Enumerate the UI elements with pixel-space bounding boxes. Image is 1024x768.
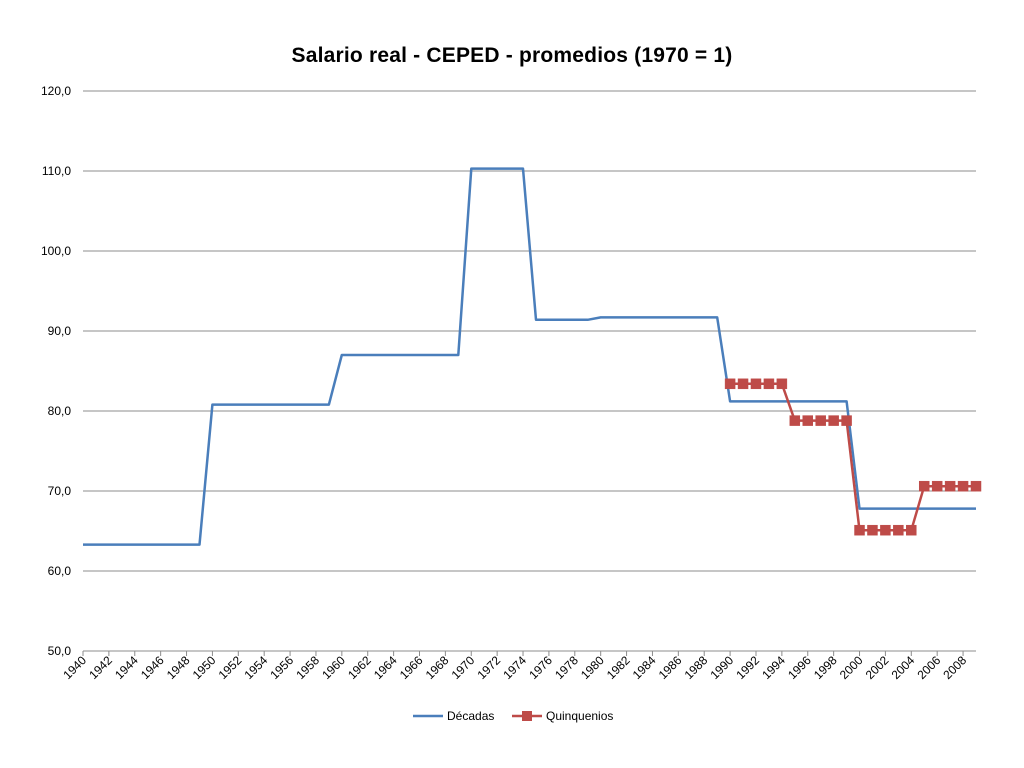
data-point-1 (931, 480, 943, 492)
x-tick-label: 1982 (604, 653, 633, 682)
x-tick-label: 1992 (733, 653, 762, 682)
legend-label-1: Quinquenios (546, 709, 613, 723)
x-tick-label: 1970 (449, 653, 478, 682)
gridlines (83, 90, 976, 652)
x-tick-label: 1962 (345, 653, 374, 682)
x-tick-label: 2002 (863, 653, 892, 682)
x-tick-label: 1996 (785, 653, 814, 682)
series-line-0 (83, 167, 976, 546)
x-tick-label: 1966 (397, 653, 426, 682)
x-tick-label: 1946 (138, 653, 167, 682)
y-tick-label: 100,0 (41, 244, 71, 258)
x-tick-label: 1984 (630, 653, 659, 682)
data-point-1 (880, 524, 891, 536)
data-point-1 (815, 415, 826, 426)
legend-label-0: Décadas (447, 709, 494, 723)
x-tick-label: 1954 (242, 653, 271, 682)
data-point-1 (854, 524, 865, 536)
x-tick-label: 1956 (267, 653, 296, 682)
x-tick-label: 1950 (190, 653, 219, 682)
x-tick-label: 2004 (889, 653, 918, 682)
x-tick-label: 2006 (915, 653, 944, 682)
x-tick-label: 1978 (552, 653, 581, 682)
y-tick-label: 110,0 (42, 164, 71, 178)
data-point-1 (918, 480, 930, 492)
data-point-1 (750, 378, 762, 390)
data-point-1 (893, 524, 904, 536)
x-tick-label: 1964 (371, 653, 400, 682)
data-point-1 (737, 378, 749, 390)
series-lines (83, 167, 982, 546)
data-point-1 (763, 378, 775, 390)
x-tick-label: 1994 (759, 653, 788, 682)
x-tick-label: 1958 (293, 653, 322, 682)
data-point-1 (841, 415, 852, 426)
x-tick-label: 1990 (707, 653, 736, 682)
y-tick-label: 70,0 (48, 484, 72, 498)
x-tick-label: 1986 (656, 653, 685, 682)
x-tick-label: 1968 (423, 653, 452, 682)
x-tick-label: 1988 (682, 653, 711, 682)
x-tick-label: 1980 (578, 653, 607, 682)
data-point-1 (724, 378, 736, 390)
data-point-1 (867, 524, 878, 536)
y-tick-label: 90,0 (48, 324, 72, 338)
x-tick-label: 1998 (811, 653, 840, 682)
y-tick-label: 60,0 (48, 564, 72, 578)
x-tick-label: 1976 (526, 653, 555, 682)
data-point-1 (970, 480, 982, 492)
data-point-1 (802, 415, 814, 426)
y-tick-label: 50,0 (48, 644, 72, 658)
x-tick-label: 1974 (500, 653, 529, 682)
x-tick-label: 2008 (940, 653, 969, 682)
data-point-1 (957, 480, 969, 492)
x-tick-label: 1948 (164, 653, 193, 682)
chart-title: Salario real - CEPED - promedios (1970 =… (291, 44, 733, 67)
data-point-1 (776, 378, 788, 390)
x-tick-label: 1942 (86, 653, 115, 682)
y-axis-ticks: 50,0 60,0 70,0 80,0 90,0 100,0 110,0 120,0 (41, 84, 71, 658)
x-axis-ticks: 1940194219441946194819501952195419561958… (60, 651, 969, 682)
x-tick-label: 2000 (837, 653, 866, 682)
data-point-1 (906, 524, 917, 536)
data-point-1 (828, 415, 839, 426)
y-tick-label: 120,0 (41, 84, 71, 98)
data-point-1 (944, 480, 956, 492)
x-tick-label: 1944 (112, 653, 141, 682)
x-tick-label: 1960 (319, 653, 348, 682)
legend: Décadas Quinquenios (413, 709, 613, 723)
data-point-1 (789, 415, 801, 426)
legend-marker-1 (522, 711, 532, 721)
y-tick-label: 80,0 (48, 404, 72, 418)
x-tick-label: 1972 (474, 653, 503, 682)
x-tick-label: 1952 (216, 653, 245, 682)
